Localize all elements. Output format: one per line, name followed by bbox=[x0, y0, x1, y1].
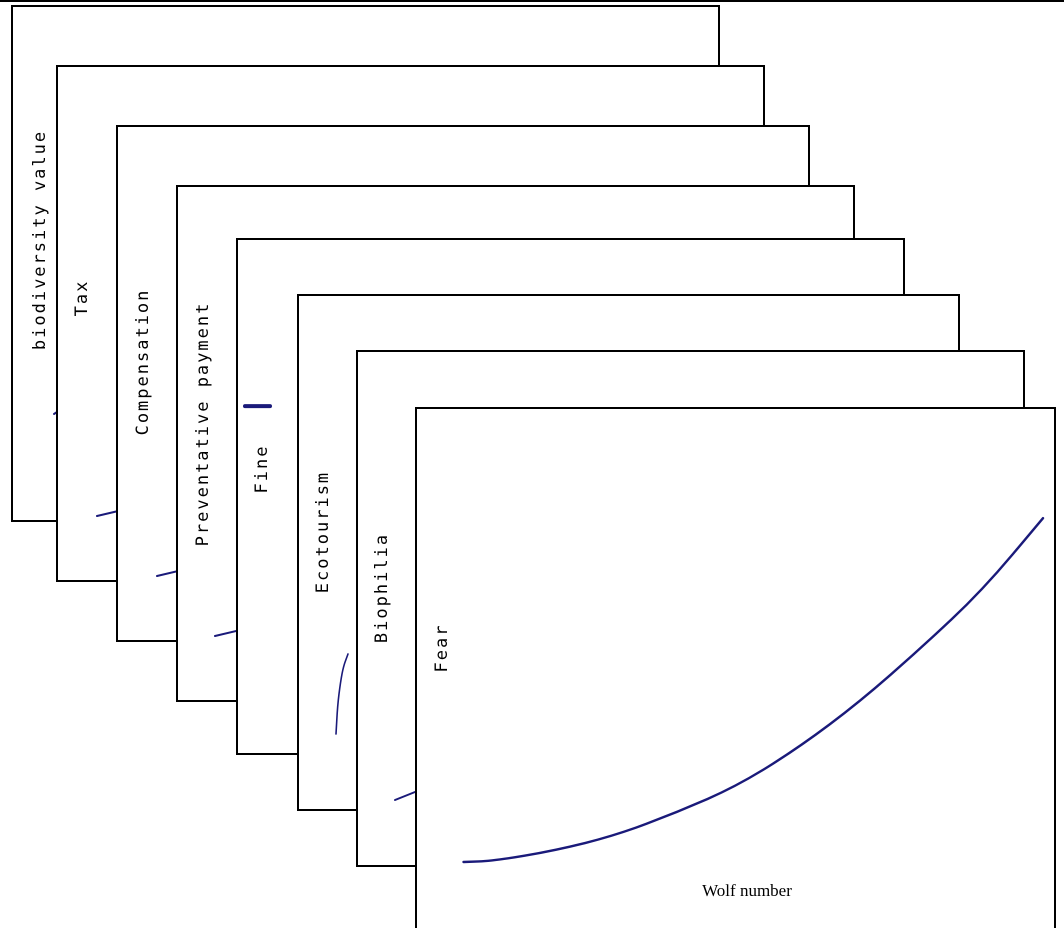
panel-label: Fear bbox=[432, 624, 452, 673]
panel-label: Biophilia bbox=[372, 533, 392, 643]
panel-label: biodiversity value bbox=[30, 130, 50, 350]
panel-label: Compensation bbox=[133, 289, 153, 436]
panel-7: Fear bbox=[415, 407, 1056, 928]
panel-label: Tax bbox=[72, 280, 92, 317]
series-line bbox=[394, 787, 426, 801]
series-line bbox=[335, 653, 349, 735]
panel-label: Fine bbox=[252, 445, 272, 494]
panels-group: biodiversity value Tax Compensation Prevent… bbox=[11, 5, 1056, 928]
panel-label: Preventative payment bbox=[193, 302, 213, 547]
series-line bbox=[462, 517, 1045, 864]
panel-frame bbox=[415, 407, 1056, 928]
x-axis-label: Wolf number bbox=[702, 881, 792, 900]
panel-label: Ecotourism bbox=[313, 471, 333, 593]
